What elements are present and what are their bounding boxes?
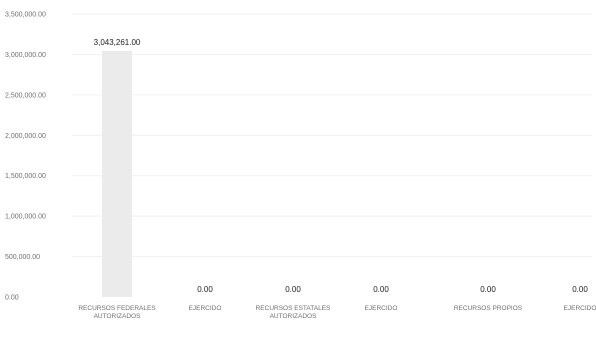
data-label: 0.00 <box>373 285 389 294</box>
gridlines <box>72 13 592 258</box>
bar <box>102 50 132 298</box>
y-tick-label: 1,000,000.00 <box>5 214 46 221</box>
y-tick-label: 500,000.00 <box>5 254 40 261</box>
data-labels: 3,043,261.00 0.00 0.00 0.00 0.00 0.00 <box>94 38 589 294</box>
y-tick-label: 3,500,000.00 <box>5 12 46 19</box>
y-tick-label: 1,500,000.00 <box>5 173 46 180</box>
x-tick-label: AUTORIZADOS <box>270 313 317 320</box>
data-label: 0.00 <box>480 285 496 294</box>
y-axis: 0.00 500,000.00 1,000,000.00 1,500,000.00 2,… <box>5 12 46 302</box>
x-tick-label: EJERCIDO <box>365 305 398 312</box>
x-tick-label: AUTORIZADOS <box>94 313 141 320</box>
y-tick-label: 0.00 <box>5 295 19 302</box>
y-tick-label: 2,500,000.00 <box>5 92 46 99</box>
data-label: 0.00 <box>285 285 301 294</box>
data-label: 0.00 <box>197 285 213 294</box>
data-label: 3,043,261.00 <box>94 38 141 47</box>
x-tick-label: RECURSOS PROPIOS <box>454 305 523 312</box>
bars <box>102 50 132 298</box>
x-tick-label: RECURSOS FEDERALES <box>78 305 156 312</box>
x-tick-label: RECURSOS ESTATALES <box>256 305 331 312</box>
x-tick-label: EJERCIDO <box>189 305 222 312</box>
y-tick-label: 2,000,000.00 <box>5 133 46 140</box>
data-label: 0.00 <box>572 285 588 294</box>
y-tick-label: 3,000,000.00 <box>5 52 46 59</box>
x-tick-label: EJERCIDO <box>564 305 596 312</box>
